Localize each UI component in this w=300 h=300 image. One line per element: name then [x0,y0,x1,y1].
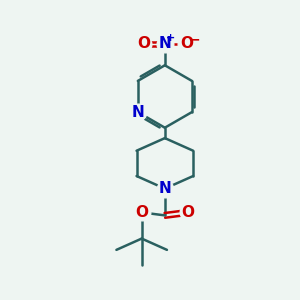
Text: O: O [137,36,150,51]
Text: O: O [180,36,193,51]
Text: N: N [158,36,171,51]
Text: N: N [131,105,144,120]
Text: O: O [135,205,148,220]
Text: +: + [166,33,175,43]
Text: N: N [158,181,171,196]
Text: O: O [182,205,194,220]
Text: −: − [189,32,200,46]
